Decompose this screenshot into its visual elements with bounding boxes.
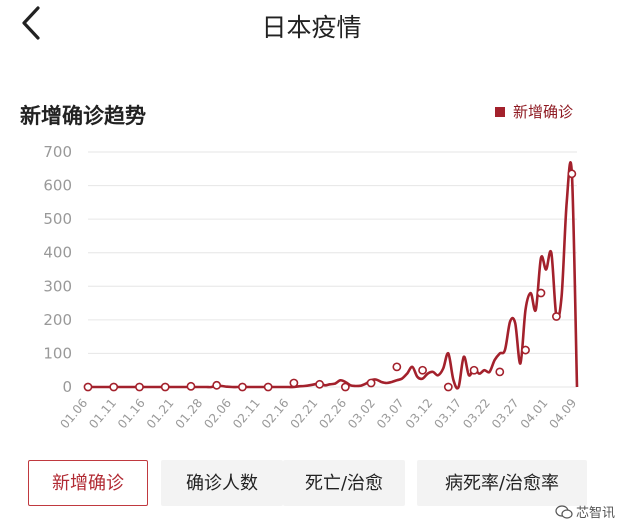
series-line	[88, 161, 579, 390]
data-point	[340, 382, 350, 392]
x-tick-label: 02.26	[316, 396, 349, 431]
x-tick-label: 04.01	[518, 396, 551, 431]
x-tick-label: 03.17	[431, 396, 464, 431]
data-point	[263, 382, 273, 392]
y-tick-label: 0	[62, 378, 72, 396]
wechat-icon	[555, 504, 573, 519]
y-tick-label: 500	[43, 210, 72, 228]
back-button[interactable]	[12, 4, 52, 44]
x-tick-label: 01.28	[173, 396, 206, 431]
tab-rates[interactable]: 病死率/治愈率	[417, 460, 587, 506]
x-tick-label: 03.22	[460, 396, 493, 431]
x-tick-label: 02.11	[230, 396, 263, 431]
tab-new-cases[interactable]: 新增确诊	[28, 460, 148, 506]
data-point	[135, 382, 144, 392]
line-chart[interactable]: 010020030040050060070001.0601.1101.1601.…	[0, 135, 623, 445]
data-point	[212, 380, 222, 390]
y-tick-label: 400	[43, 244, 72, 262]
header: 日本疫情	[0, 0, 623, 52]
data-point	[495, 367, 505, 377]
x-tick-label: 01.21	[144, 396, 177, 431]
chevron-left-icon	[22, 6, 40, 40]
data-point	[392, 362, 402, 372]
x-tick-label: 02.21	[288, 396, 321, 431]
tab-deaths-recovered[interactable]: 死亡/治愈	[283, 460, 405, 506]
legend-swatch	[494, 106, 505, 117]
data-point	[443, 382, 453, 392]
data-point	[366, 378, 376, 388]
data-point	[186, 381, 196, 391]
data-point	[160, 382, 170, 392]
y-tick-label: 600	[43, 177, 72, 195]
data-point	[521, 345, 530, 355]
x-tick-label: 03.02	[345, 396, 378, 431]
data-point	[536, 288, 546, 298]
data-point	[552, 312, 561, 321]
data-point	[109, 382, 119, 392]
x-tick-label: 03.12	[403, 396, 436, 431]
legend-label: 新增确诊	[512, 103, 573, 121]
watermark-text: 芯智讯	[575, 506, 615, 521]
data-point	[83, 382, 93, 392]
y-tick-label: 300	[43, 277, 72, 295]
tab-total-cases[interactable]: 确诊人数	[161, 460, 283, 506]
data-point	[315, 379, 325, 389]
x-tick-label: 02.16	[259, 396, 292, 431]
data-point	[567, 169, 577, 179]
x-tick-label: 04.09	[546, 396, 579, 431]
page-title: 日本疫情	[261, 13, 362, 42]
data-point	[238, 382, 247, 392]
x-tick-label: 01.11	[86, 396, 119, 431]
x-tick-label: 01.16	[115, 396, 148, 431]
data-point	[289, 378, 299, 388]
chart-heading: 新增确诊趋势	[20, 104, 146, 128]
chart-legend[interactable]: 新增确诊	[494, 101, 573, 122]
data-point	[418, 365, 427, 375]
y-tick-label: 700	[43, 143, 72, 161]
y-tick-label: 200	[43, 311, 72, 329]
x-tick-label: 03.07	[374, 396, 407, 431]
watermark: 芯智讯	[555, 502, 615, 521]
x-tick-label: 02.06	[201, 396, 234, 431]
data-point	[469, 365, 479, 375]
y-tick-label: 100	[43, 344, 72, 362]
x-tick-label: 01.06	[57, 396, 90, 431]
x-tick-label: 03.27	[489, 396, 522, 431]
tab-bar: 新增确诊 确诊人数 死亡/治愈 病死率/治愈率	[28, 460, 598, 508]
